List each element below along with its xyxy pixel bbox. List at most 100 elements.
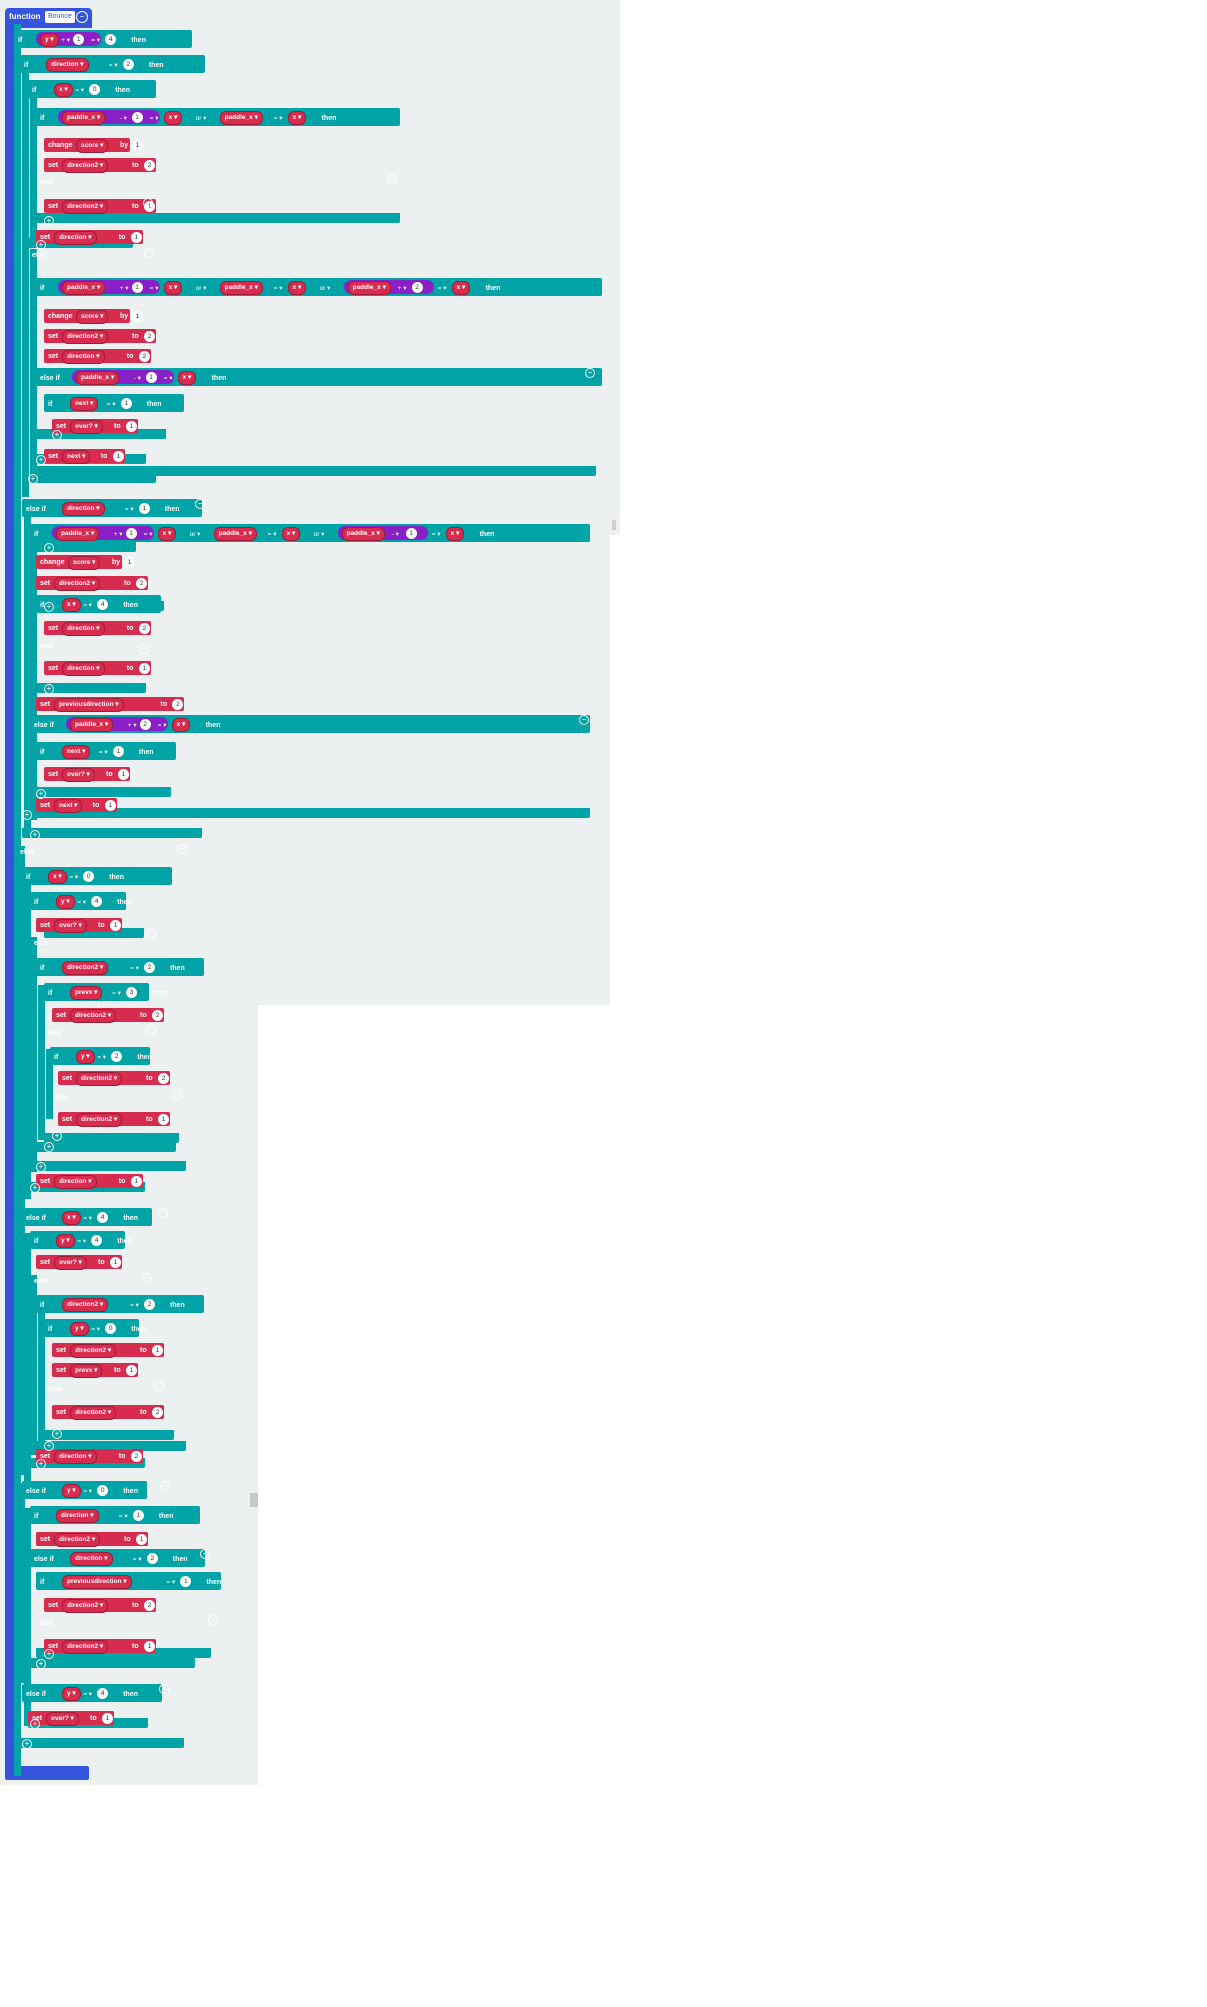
collapse-icon[interactable]: − [579, 715, 589, 725]
collapse-icon[interactable]: − [142, 1273, 152, 1283]
variable-dropdown[interactable]: y ▾ [56, 895, 75, 909]
variable-dropdown[interactable]: y ▾ [40, 33, 59, 47]
collapse-icon[interactable]: − [200, 1549, 210, 1559]
else-if-block[interactable] [22, 1684, 162, 1702]
variable-dropdown[interactable]: x ▾ [287, 281, 307, 295]
number-field[interactable]: 2 [152, 1010, 163, 1021]
number-field[interactable]: 4 [97, 599, 109, 610]
number-field[interactable]: 2 [144, 331, 155, 342]
math-operator[interactable]: - ▾ [119, 115, 127, 122]
variable-dropdown[interactable]: paddle_x ▾ [62, 111, 106, 125]
block-footer[interactable] [30, 808, 590, 818]
block-footer[interactable] [30, 473, 156, 483]
variable-dropdown[interactable]: direction2 ▾ [54, 1533, 101, 1547]
variable-dropdown[interactable]: direction2 ▾ [62, 330, 109, 344]
if-block[interactable] [22, 867, 172, 885]
variable-dropdown[interactable]: direction2 ▾ [62, 961, 109, 975]
plus-circle-icon[interactable]: + [44, 602, 54, 612]
plus-circle-icon[interactable]: + [44, 684, 54, 694]
compare-operator[interactable]: = ▾ [83, 1691, 93, 1698]
variable-dropdown[interactable]: over? ▾ [46, 1712, 79, 1726]
variable-dropdown[interactable]: x ▾ [157, 527, 177, 541]
variable-dropdown[interactable]: paddle_x ▾ [56, 527, 100, 541]
number-field[interactable]: 1 [112, 746, 124, 757]
number-field[interactable]: 2 [138, 623, 150, 634]
collapse-icon[interactable]: − [177, 844, 187, 854]
math-operator[interactable]: - ▾ [391, 531, 399, 538]
number-field[interactable]: 2 [122, 59, 134, 70]
number-field[interactable]: 1 [132, 140, 143, 151]
plus-circle-icon[interactable]: + [44, 1441, 54, 1451]
number-field[interactable]: 2 [158, 1073, 169, 1084]
variable-dropdown[interactable]: direction2 ▾ [62, 1298, 109, 1312]
number-field[interactable]: 1 [118, 769, 129, 780]
variable-dropdown[interactable]: paddle_x ▾ [341, 527, 385, 541]
variable-dropdown[interactable]: direction2 ▾ [70, 1009, 117, 1023]
number-field[interactable]: 1 [158, 1114, 169, 1125]
function-block-body[interactable] [5, 24, 14, 1776]
variable-dropdown[interactable]: x ▾ [62, 598, 81, 612]
variable-dropdown[interactable]: score ▾ [76, 139, 109, 153]
number-field[interactable]: 1 [73, 34, 85, 45]
math-operator[interactable]: + ▾ [113, 531, 123, 538]
number-field[interactable]: 1 [126, 1365, 137, 1376]
variable-dropdown[interactable]: paddle_x ▾ [219, 281, 263, 295]
collapse-icon[interactable]: − [208, 1615, 218, 1625]
number-field[interactable]: 2 [146, 1553, 158, 1564]
collapse-icon[interactable]: − [143, 198, 153, 208]
plus-circle-icon[interactable]: + [44, 1649, 54, 1659]
variable-dropdown[interactable]: prevx ▾ [70, 1364, 103, 1378]
variable-dropdown[interactable]: direction ▾ [46, 58, 89, 72]
number-field[interactable]: 3 [126, 987, 137, 998]
collapse-icon[interactable]: − [585, 368, 595, 378]
variable-dropdown[interactable]: direction ▾ [56, 1509, 99, 1523]
plus-circle-icon[interactable]: + [36, 240, 46, 250]
collapse-icon[interactable]: − [159, 1684, 169, 1694]
variable-dropdown[interactable]: direction2 ▾ [62, 1640, 109, 1654]
number-field[interactable]: 2 [138, 351, 150, 362]
variable-dropdown[interactable]: next ▾ [62, 745, 91, 759]
number-field[interactable]: 4 [105, 34, 117, 45]
collapse-icon[interactable]: − [154, 1381, 164, 1391]
variable-dropdown[interactable]: paddle_x ▾ [70, 718, 114, 732]
variable-dropdown[interactable]: direction2 ▾ [70, 1344, 117, 1358]
else-if-block[interactable] [30, 715, 590, 733]
collapse-icon[interactable]: − [146, 1025, 156, 1035]
block-footer[interactable] [30, 1658, 195, 1668]
compare-operator[interactable]: = ▾ [97, 1054, 107, 1061]
number-field[interactable]: 1 [126, 421, 137, 432]
variable-dropdown[interactable]: previousdirection ▾ [62, 1575, 132, 1589]
compare-operator[interactable]: = ▾ [91, 37, 101, 44]
number-field[interactable]: 1 [136, 1534, 147, 1545]
number-field[interactable]: 1 [112, 451, 124, 462]
number-field[interactable]: 0 [105, 1323, 117, 1334]
workspace-scrollbar[interactable] [250, 1493, 258, 1507]
number-field[interactable]: 1 [131, 112, 143, 123]
block-footer[interactable] [22, 828, 202, 838]
function-name-field[interactable]: Bounce [45, 11, 75, 23]
number-field[interactable]: 2 [139, 719, 151, 730]
variable-dropdown[interactable]: x ▾ [177, 371, 197, 385]
compare-operator[interactable]: = ▾ [130, 965, 139, 972]
variable-dropdown[interactable]: direction2 ▾ [62, 1599, 109, 1613]
plus-circle-icon[interactable]: + [52, 1429, 62, 1439]
number-field[interactable]: 2 [130, 1451, 142, 1462]
variable-dropdown[interactable]: direction2 ▾ [54, 577, 101, 591]
variable-dropdown[interactable]: x ▾ [163, 111, 183, 125]
math-operator[interactable]: - ▾ [133, 375, 141, 382]
compare-operator[interactable]: = ▾ [130, 1302, 139, 1309]
plus-circle-icon[interactable]: + [36, 1459, 46, 1469]
block-footer[interactable] [44, 1133, 179, 1143]
collapse-icon[interactable]: − [172, 1090, 182, 1100]
compare-operator[interactable]: = ▾ [163, 375, 173, 382]
number-field[interactable]: 1 [120, 398, 132, 409]
variable-dropdown[interactable]: over? ▾ [70, 420, 103, 434]
compare-operator[interactable]: = ▾ [83, 1215, 93, 1222]
compare-operator[interactable]: = ▾ [431, 531, 441, 538]
variable-dropdown[interactable]: paddle_x ▾ [347, 281, 391, 295]
plus-circle-icon[interactable]: + [22, 810, 32, 820]
variable-dropdown[interactable]: next ▾ [70, 397, 99, 411]
variable-dropdown[interactable]: prevx ▾ [70, 986, 103, 1000]
number-field[interactable]: 2 [152, 1407, 163, 1418]
number-field[interactable]: 1 [125, 528, 137, 539]
